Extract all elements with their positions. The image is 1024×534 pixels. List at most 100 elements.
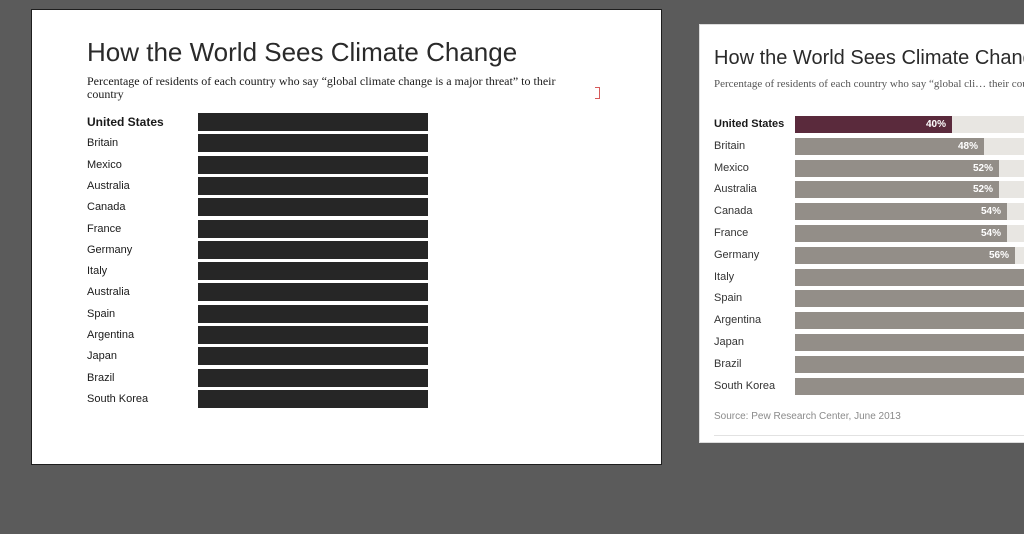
slide-row: Brazil	[87, 368, 487, 388]
chart-row: Italy	[714, 268, 1024, 287]
slide-row-label: Spain	[87, 308, 116, 320]
chart-bar-track	[795, 378, 1024, 395]
chart-bar-track: 54%	[795, 225, 1024, 242]
chart-bar-track	[795, 269, 1024, 286]
slide-row: Spain	[87, 304, 487, 324]
slide-bar-shape[interactable]	[198, 241, 428, 259]
slide-row-label: Argentina	[87, 329, 135, 341]
slide-row: Italy	[87, 261, 487, 281]
chart-category-label: Canada	[714, 205, 753, 217]
slide-bar-shape[interactable]	[198, 113, 428, 131]
slide-row-label: Canada	[87, 201, 126, 213]
chart-row: Brazil	[714, 355, 1024, 374]
chart-row: United States 40%	[714, 115, 1024, 134]
chart-category-label: South Korea	[714, 380, 776, 392]
chart-value-label: 56%	[988, 250, 1009, 261]
slide-row-label: Germany	[87, 244, 133, 256]
chart-row: Argentina	[714, 311, 1024, 330]
chart-value-label: 54%	[980, 228, 1001, 239]
slide-bar-shape[interactable]	[198, 134, 428, 152]
chart-row: Britain 48%	[714, 137, 1024, 156]
chart-bar-track	[795, 312, 1024, 329]
slide-row: Australia	[87, 176, 487, 196]
chart-row: South Korea	[714, 377, 1024, 396]
slide-bar-shape[interactable]	[198, 220, 428, 238]
slide-bar-shape[interactable]	[198, 283, 428, 301]
slide-row-label: Mexico	[87, 159, 122, 171]
chart-bar	[795, 290, 1024, 307]
chart-title: How the World Sees Climate Change	[714, 47, 1024, 69]
slide-bar-shape[interactable]	[198, 305, 428, 323]
slide-bar-shape[interactable]	[198, 347, 428, 365]
chart-category-label: France	[714, 227, 749, 239]
chart-category-label: United States	[714, 118, 785, 130]
chart-category-label: Italy	[714, 271, 735, 283]
chart-bar	[795, 334, 1024, 351]
slide-subtitle[interactable]: Percentage of residents of each country …	[87, 74, 556, 101]
chart-bar	[795, 203, 1007, 220]
slide-row: Mexico	[87, 155, 487, 175]
chart-row: Japan	[714, 333, 1024, 352]
slide-canvas[interactable]: How the World Sees Climate Change Percen…	[31, 9, 662, 465]
chart-bar	[795, 356, 1024, 373]
chart-bar	[795, 160, 999, 177]
slide-row: Argentina	[87, 325, 487, 345]
slide-row-label: France	[87, 223, 122, 235]
chart-bar	[795, 247, 1015, 264]
reference-chart-panel: How the World Sees Climate Change Percen…	[699, 24, 1024, 443]
chart-bar-track	[795, 334, 1024, 351]
text-cursor-marker	[595, 87, 600, 99]
chart-category-label: Germany	[714, 249, 760, 261]
slide-row-label: Australia	[87, 286, 130, 298]
slide-row: France	[87, 219, 487, 239]
slide-bar-shape[interactable]	[198, 390, 428, 408]
chart-bar-track: 48%	[795, 138, 1024, 155]
slide-bar-shape[interactable]	[198, 262, 428, 280]
slide-title[interactable]: How the World Sees Climate Change	[87, 37, 518, 67]
chart-bar	[795, 138, 984, 155]
chart-bar-track	[795, 290, 1024, 307]
slide-row: South Korea	[87, 389, 487, 409]
slide-row: Germany	[87, 240, 487, 260]
slide-row: Britain	[87, 133, 487, 153]
divider	[714, 435, 1024, 436]
slide-row: Japan	[87, 346, 487, 366]
chart-bar	[795, 181, 999, 198]
chart-row: Australia 52%	[714, 180, 1024, 199]
chart-value-label: 40%	[925, 119, 946, 130]
chart-category-label: Mexico	[714, 162, 749, 174]
chart-value-label: 54%	[980, 206, 1001, 217]
chart-bar	[795, 116, 952, 133]
chart-bar-track: 40%	[795, 116, 1024, 133]
chart-bar	[795, 225, 1007, 242]
chart-row: Canada 54%	[714, 202, 1024, 221]
slide-row: United States	[87, 112, 487, 132]
chart-category-label: Britain	[714, 140, 746, 152]
chart-value-label: 52%	[972, 163, 993, 174]
chart-bar	[795, 269, 1024, 286]
chart-value-label: 48%	[957, 141, 978, 152]
chart-category-label: Brazil	[714, 358, 742, 370]
slide-bar-shape[interactable]	[198, 156, 428, 174]
slide-bar-shape[interactable]	[198, 326, 428, 344]
chart-value-label: 52%	[972, 184, 993, 195]
slide-row-label: Australia	[87, 180, 130, 192]
slide-bar-shape[interactable]	[198, 369, 428, 387]
slide-bar-shape[interactable]	[198, 198, 428, 216]
chart-category-label: Japan	[714, 336, 744, 348]
slide-row-label: Japan	[87, 350, 117, 362]
chart-bar-track: 54%	[795, 203, 1024, 220]
chart-bar-track	[795, 356, 1024, 373]
chart-source: Source: Pew Research Center, June 2013	[714, 411, 901, 422]
slide-row: Canada	[87, 197, 487, 217]
slide-row-label: Brazil	[87, 372, 115, 384]
chart-bar	[795, 312, 1024, 329]
slide-row-label: South Korea	[87, 393, 149, 405]
chart-row: Mexico 52%	[714, 159, 1024, 178]
chart-row: France 54%	[714, 224, 1024, 243]
slide-row: Australia	[87, 282, 487, 302]
chart-bar	[795, 378, 1024, 395]
slide-row-label: Italy	[87, 265, 108, 277]
slide-bar-shape[interactable]	[198, 177, 428, 195]
